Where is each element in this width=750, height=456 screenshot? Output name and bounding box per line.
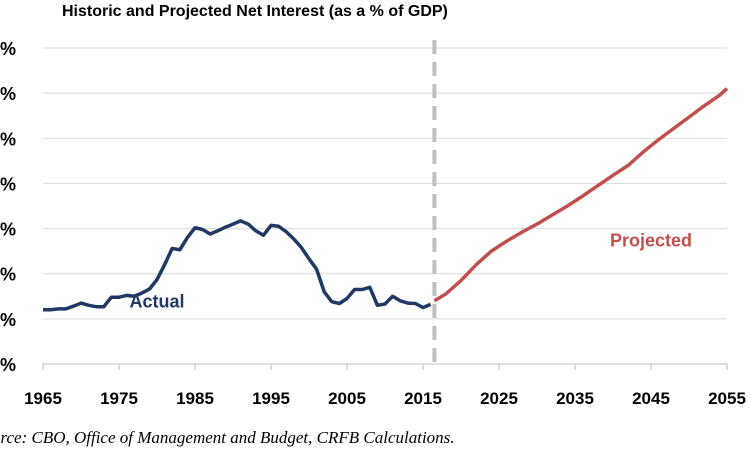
x-tick-label: 2005: [328, 389, 366, 408]
y-tick-label: %: [0, 355, 16, 375]
x-tick-labels: 1965 1975 1985 1995 2005 2015 2025 2035 2045 2055: [24, 364, 746, 408]
x-tick-label: 2015: [404, 389, 442, 408]
series-line-actual: [43, 219, 432, 312]
y-tick-label: %: [0, 39, 16, 59]
y-tick-labels: %%%%%%%%: [0, 39, 16, 375]
y-tick-label: %: [0, 220, 16, 240]
y-tick-label: %: [0, 129, 16, 149]
y-tick-label: %: [0, 84, 16, 104]
y-tick-label: %: [0, 310, 16, 330]
x-tick-label: 1985: [176, 389, 214, 408]
series-annotations: Actual Projected: [129, 231, 692, 312]
gridlines: [43, 47, 727, 365]
x-tick-label: 1965: [24, 389, 62, 408]
x-tick-label: 2025: [480, 389, 518, 408]
source-note: urce: CBO, Office of Management and Budg…: [0, 428, 455, 447]
x-tick-label: 1975: [100, 389, 138, 408]
x-tick-label: 2045: [632, 389, 670, 408]
annotation-actual: Actual: [129, 292, 184, 312]
y-tick-label: %: [0, 265, 16, 285]
x-tick-label: 2055: [708, 389, 746, 408]
chart-title: Historic and Projected Net Interest (as …: [62, 3, 448, 20]
x-tick-label: 2035: [556, 389, 594, 408]
x-tick-label: 1995: [252, 389, 290, 408]
series-line-projected: [433, 87, 729, 303]
annotation-projected: Projected: [610, 231, 692, 251]
y-tick-label: %: [0, 174, 16, 194]
